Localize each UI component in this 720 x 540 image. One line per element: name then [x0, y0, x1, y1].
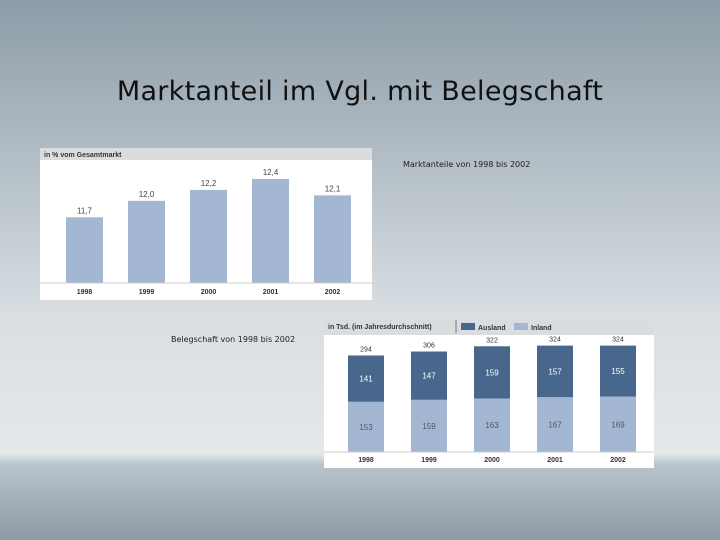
market-share-svg: in % vom Gesamtmarkt 11,7 1998 12,0 1999 12,… [40, 148, 372, 296]
bar-ausland [600, 345, 636, 397]
total-label: 294 [360, 346, 372, 353]
x-tick-label: 2001 [263, 289, 279, 296]
slide-title: Marktanteil im Vgl. mit Belegschaft [116, 76, 604, 107]
data-label: 12,1 [325, 184, 341, 193]
legend-label-inland: Inland [531, 325, 552, 332]
data-label-inland: 169 [611, 420, 625, 429]
total-label: 324 [612, 337, 624, 344]
x-tick-label: 1999 [421, 457, 437, 464]
bar [190, 189, 227, 283]
x-tick-label: 1999 [139, 289, 155, 296]
bar-inland [537, 397, 573, 452]
bar-ausland [474, 346, 510, 399]
x-tick-label: 2002 [325, 289, 341, 296]
data-label-ausland: 157 [548, 367, 562, 376]
data-label-inland: 163 [485, 421, 499, 430]
bar-inland [600, 396, 636, 452]
total-label: 306 [423, 343, 435, 350]
bar-ausland [348, 355, 384, 402]
data-label-ausland: 159 [485, 368, 499, 377]
data-label-ausland: 155 [611, 367, 625, 376]
data-label-inland: 167 [548, 421, 562, 430]
chart-header-band [324, 318, 654, 335]
legend-swatch-ausland [461, 323, 475, 330]
bar [66, 217, 103, 283]
bar-ausland [537, 345, 573, 398]
bar [252, 178, 289, 283]
data-label-inland: 153 [359, 423, 373, 432]
market-share-chart: in % vom Gesamtmarkt 11,7 1998 12,0 1999 12,… [40, 148, 372, 300]
bar-inland [411, 399, 447, 452]
x-tick-label: 1998 [77, 289, 93, 296]
x-tick-label: 2001 [547, 457, 563, 464]
bar [314, 195, 351, 283]
legend-swatch-inland [514, 323, 528, 330]
data-label: 12,4 [263, 168, 279, 177]
x-tick-label: 2002 [610, 457, 626, 464]
x-tick-label: 2000 [201, 289, 217, 296]
data-label: 12,0 [139, 190, 155, 199]
market-share-chart-title: in % vom Gesamtmarkt [44, 152, 122, 159]
data-label: 11,7 [77, 206, 93, 215]
total-label: 324 [549, 337, 561, 344]
data-label-inland: 159 [422, 422, 436, 431]
total-label: 322 [486, 337, 498, 344]
legend-label-ausland: Ausland [478, 325, 506, 332]
market-share-caption: Marktanteile von 1998 bis 2002 [403, 160, 531, 169]
staff-chart-title: in Tsd. (im Jahresdurchschnitt) [328, 324, 432, 331]
data-label: 12,2 [201, 179, 217, 188]
x-tick-label: 2000 [484, 457, 500, 464]
x-tick-label: 1998 [358, 457, 374, 464]
bar-ausland [411, 351, 447, 400]
bar [128, 200, 165, 283]
data-label-ausland: 147 [422, 372, 436, 381]
bar-inland [348, 401, 384, 452]
chart-header-band [40, 148, 372, 160]
data-label-ausland: 141 [359, 375, 373, 384]
bar-inland [474, 398, 510, 452]
staff-caption: Belegschaft von 1998 bis 2002 [171, 335, 296, 344]
staff-svg: in Tsd. (im Jahresdurchschnitt) Ausland … [324, 318, 654, 464]
staff-chart: in Tsd. (im Jahresdurchschnitt) Ausland … [324, 318, 654, 468]
